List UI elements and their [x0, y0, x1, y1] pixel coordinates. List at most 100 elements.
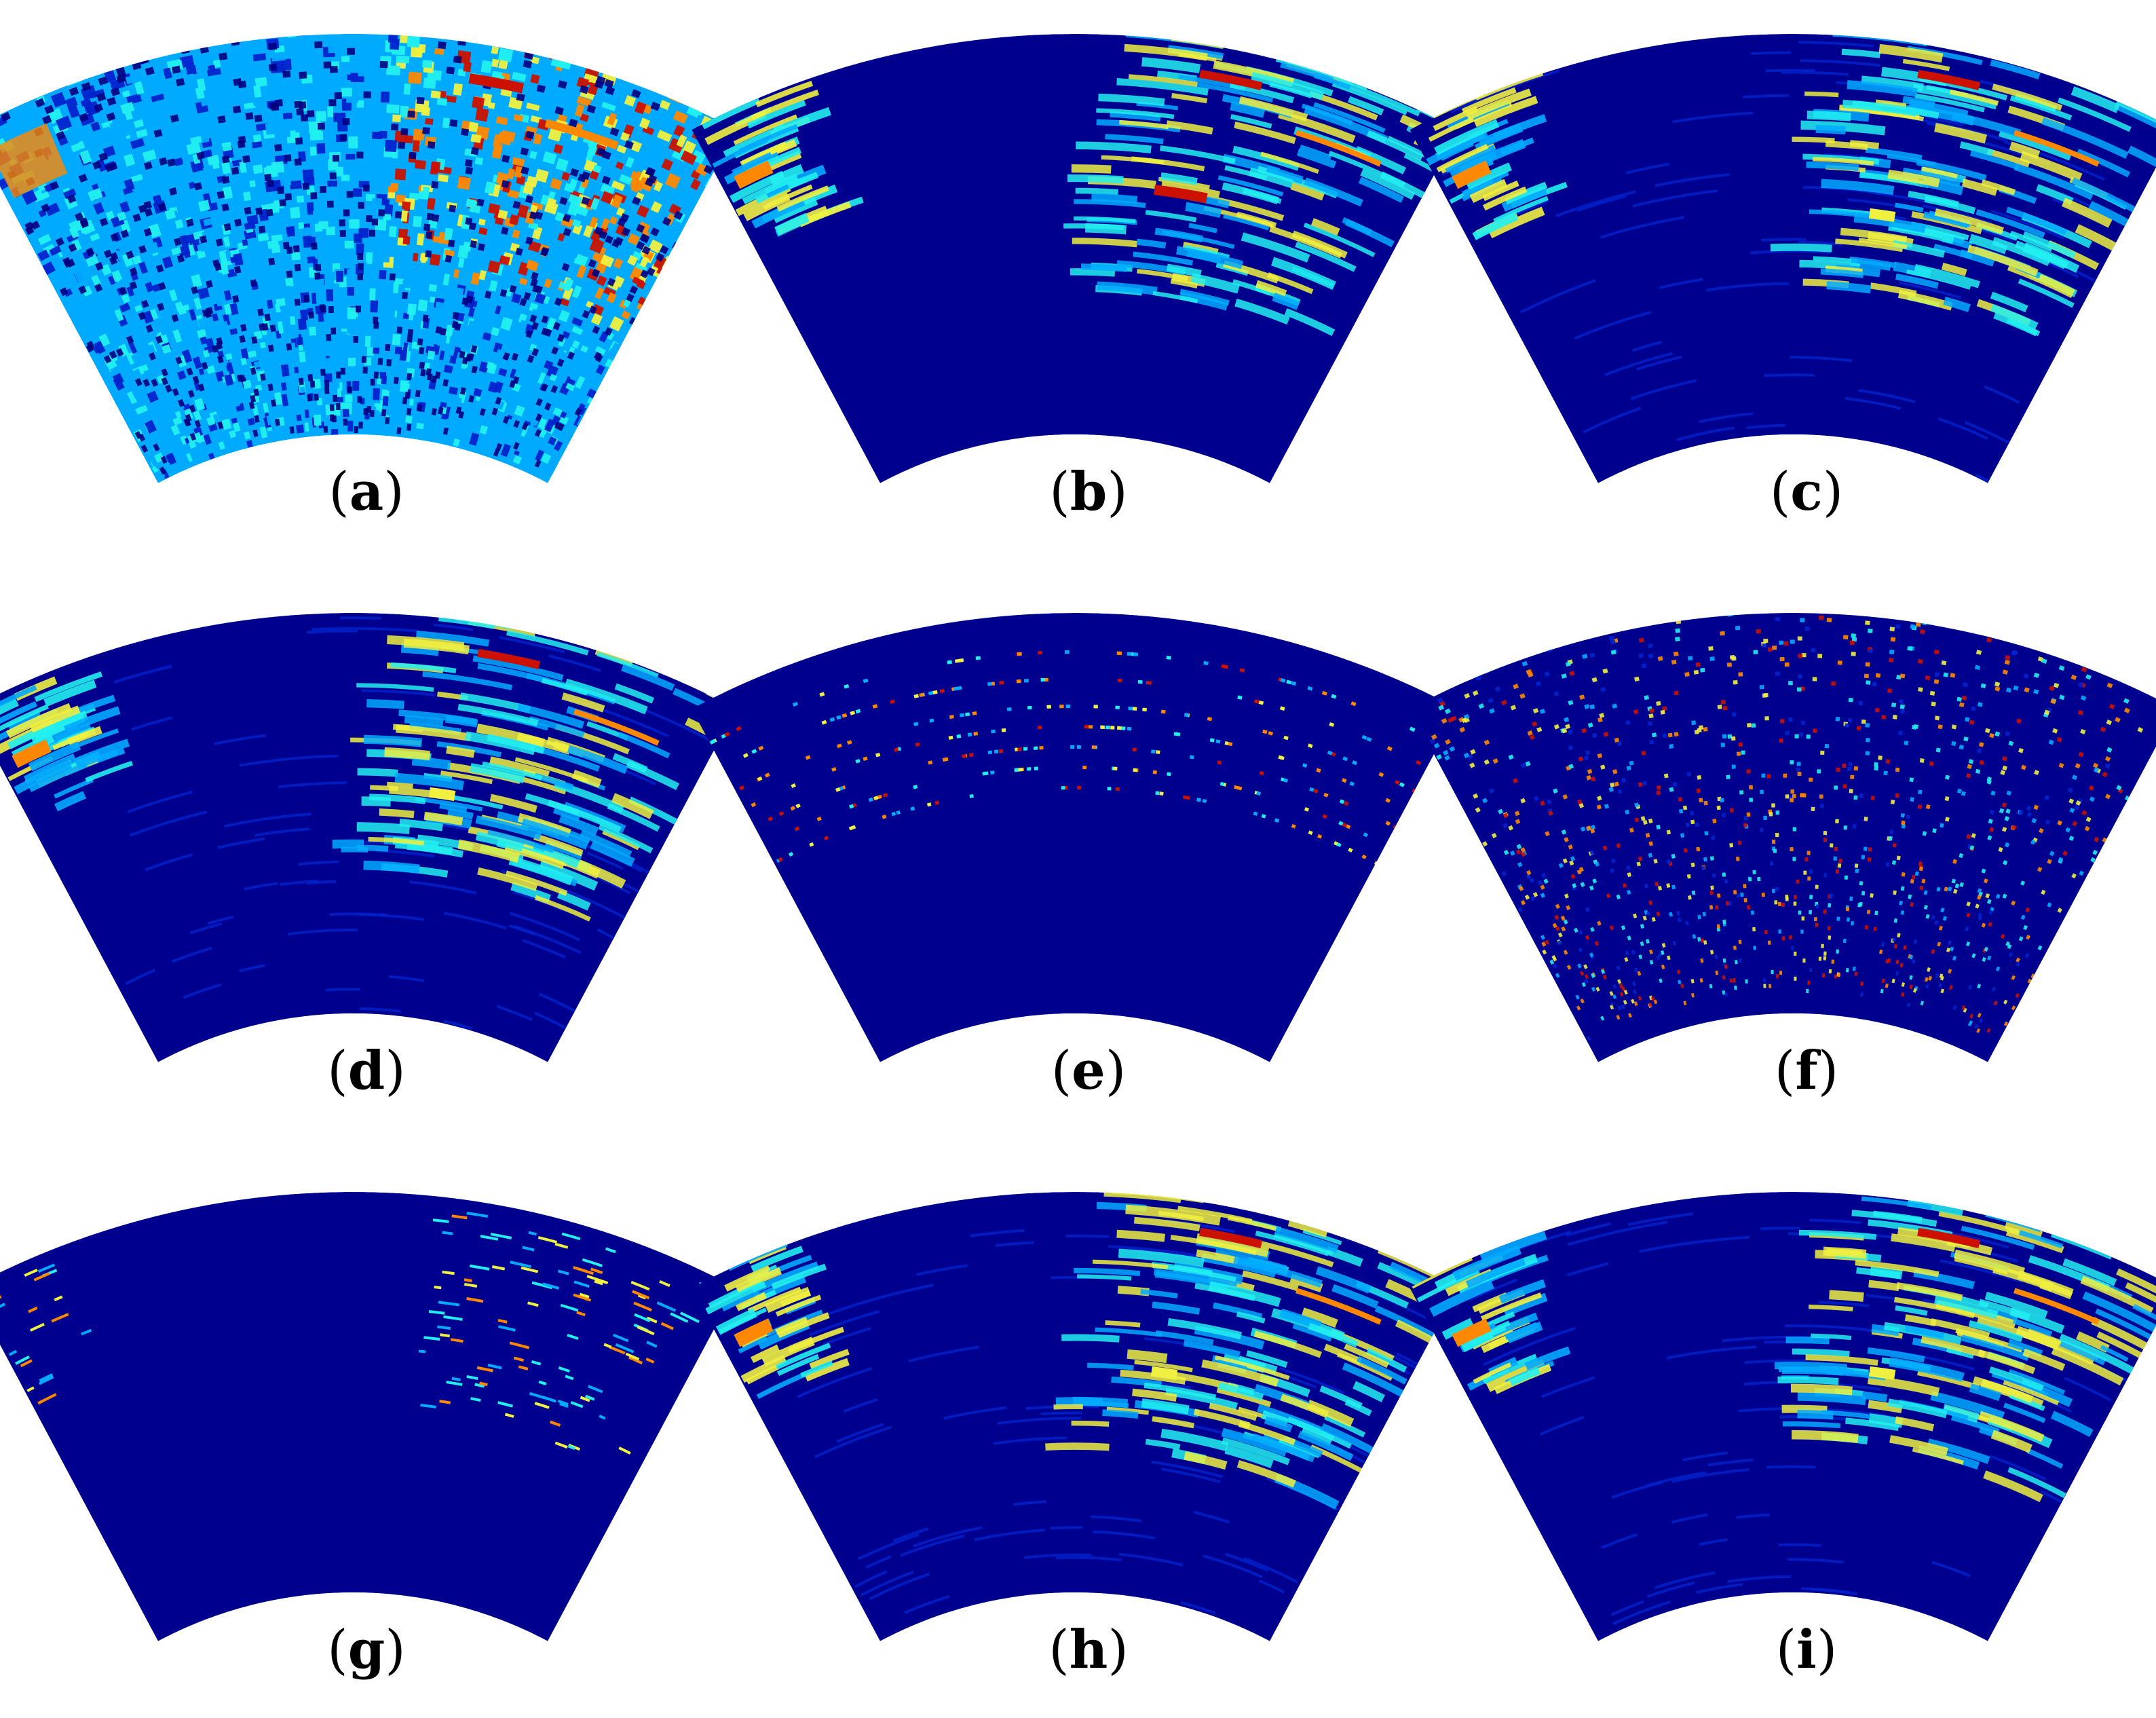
sparse-streak [497, 1318, 508, 1324]
noise-speckle [589, 238, 605, 254]
grid-dot [1720, 798, 1724, 803]
grid-dot [1437, 697, 1443, 704]
dark-speckle [126, 250, 134, 259]
grid-dot [1984, 946, 1989, 952]
noise-speckle [526, 102, 540, 111]
arc-band [1055, 1556, 1122, 1562]
sparse-arc-dot [875, 752, 881, 758]
grid-dot [1520, 899, 1526, 905]
grid-dot [1989, 827, 1994, 832]
left-echo-band [1480, 1292, 1543, 1322]
noise-speckle [314, 223, 323, 232]
grid-dot [2033, 804, 2039, 810]
sparse-arc-dot [794, 826, 800, 832]
grid-dot [1529, 878, 1535, 883]
grid-dot [1726, 774, 1731, 780]
arc-band [522, 939, 566, 959]
sparse-streak [469, 1264, 490, 1271]
arc-band [1787, 1558, 1844, 1564]
sparse-arc-dot [1361, 854, 1367, 859]
grid-dot [1565, 661, 1572, 667]
noise-speckle [242, 379, 252, 390]
grid-dot [2084, 825, 2090, 832]
dark-speckle [599, 230, 608, 240]
noise-speckle [390, 38, 400, 50]
noise-speckle [517, 204, 529, 219]
dark-speckle [529, 211, 538, 220]
sparse-arc-dot [1151, 749, 1156, 753]
noise-speckle [200, 336, 208, 345]
dark-speckle [186, 219, 194, 227]
noise-speckle [112, 373, 124, 386]
grid-dot [1757, 876, 1761, 882]
noise-speckle [435, 301, 446, 310]
grid-dot [1752, 870, 1756, 875]
sparse-streak [570, 1401, 584, 1408]
noise-speckle [347, 269, 354, 280]
noise-speckle [174, 268, 189, 283]
noise-speckle [269, 349, 280, 360]
right-echo-band [1171, 93, 1208, 104]
grid-dot [1910, 624, 1916, 629]
sparse-streak [474, 1383, 485, 1388]
sparse-arc-dot [821, 720, 827, 725]
grid-dot [1517, 907, 1523, 913]
grid-dot [1907, 646, 1913, 651]
sparse-arc-dot [1378, 772, 1384, 777]
dark-speckle [636, 241, 645, 250]
dark-speckle [385, 417, 390, 424]
grid-dot [1566, 905, 1571, 911]
noise-speckle [381, 375, 387, 385]
noise-speckle [326, 226, 336, 236]
grid-dot [1610, 867, 1615, 874]
dark-speckle [417, 404, 423, 412]
sparse-arc-dot [850, 710, 856, 715]
grid-dot [1920, 1001, 1925, 1006]
right-echo-band [1914, 263, 1980, 288]
grid-dot [1700, 667, 1705, 673]
sparse-arc-dot [764, 772, 770, 778]
sonar-image-b [692, 34, 1458, 483]
sparse-arc-dot [1116, 787, 1120, 791]
right-echo-band [1986, 148, 2030, 168]
grid-dot [1573, 927, 1578, 933]
arc-band [997, 1417, 1082, 1425]
left-echo-band [776, 1312, 830, 1339]
noise-speckle [529, 333, 541, 343]
grid-dot [1771, 803, 1775, 808]
noise-speckle [500, 316, 513, 331]
noise-speckle [564, 183, 575, 193]
noise-speckle [324, 373, 333, 383]
noise-speckle [118, 331, 129, 343]
dark-speckle [264, 174, 272, 182]
sparse-streak [464, 1278, 472, 1283]
noise-speckle [110, 366, 120, 375]
arc-band [1798, 240, 1842, 246]
dark-speckle [329, 172, 337, 180]
grid-dot [1792, 857, 1796, 861]
grid-dot [1503, 849, 1509, 855]
noise-speckle [271, 234, 283, 242]
right-echo-band [2018, 278, 2075, 308]
noise-speckle [479, 425, 489, 435]
grid-dot [1974, 665, 1981, 671]
right-echo-band [1914, 93, 1985, 113]
right-echo-band [533, 772, 574, 791]
dark-speckle [116, 69, 126, 78]
dark-speckle [503, 352, 510, 360]
grid-dot [1915, 622, 1921, 627]
sparse-arc-dot [823, 836, 829, 841]
grid-dot [1977, 888, 1982, 893]
grid-dot [2123, 698, 2130, 704]
noise-speckle [497, 48, 514, 62]
grid-dot [1875, 673, 1881, 678]
dark-speckle [233, 265, 242, 274]
sparse-arc-dot [1309, 787, 1315, 792]
dark-speckle [362, 185, 370, 192]
dark-speckle [335, 371, 341, 379]
dark-speckle [329, 66, 338, 73]
grid-dot [1445, 739, 1451, 745]
grid-dot [2077, 709, 2084, 715]
noise-speckle [298, 222, 305, 229]
grid-dot [1711, 835, 1716, 840]
